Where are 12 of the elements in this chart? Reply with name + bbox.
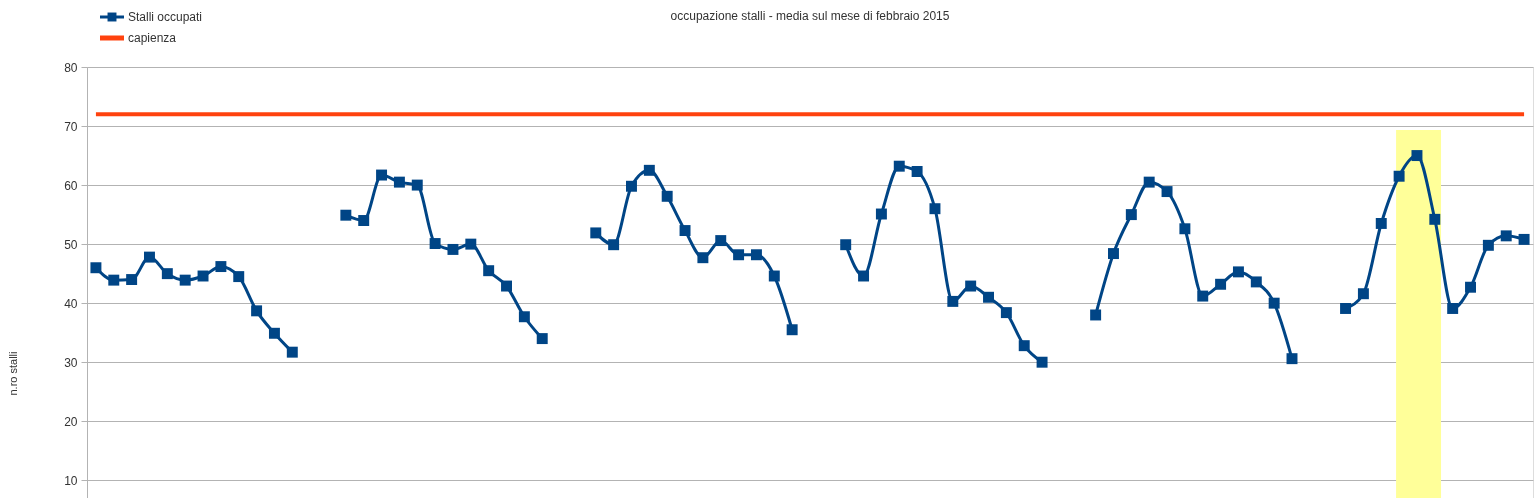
y-axis-title: n.ro stalli xyxy=(6,351,19,396)
y-tick-label: 20 xyxy=(64,414,78,429)
y-tick-label: 10 xyxy=(64,473,78,488)
y-tick-label: 70 xyxy=(64,119,78,134)
y-tick-label: 30 xyxy=(64,355,78,370)
y-tick-label: 60 xyxy=(64,178,78,193)
chart-title: occupazione stalli - media sul mese di febbraio 2015 xyxy=(670,9,950,23)
legend-label: capienza xyxy=(128,31,177,45)
legend-label: Stalli occupati xyxy=(128,10,203,24)
y-tick-label: 50 xyxy=(64,237,78,252)
y-tick-label: 80 xyxy=(64,60,78,75)
y-tick-label: 40 xyxy=(64,296,78,311)
